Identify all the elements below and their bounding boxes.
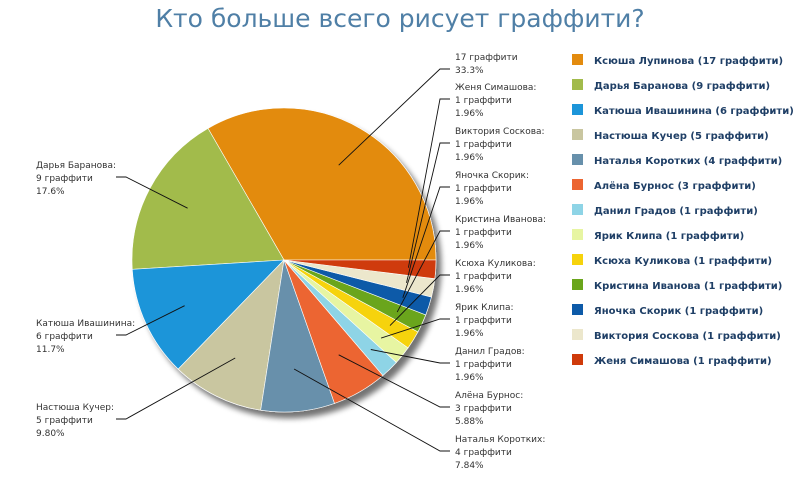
leader-line xyxy=(406,142,450,284)
data-label: Ярик Клипа: xyxy=(455,303,514,313)
leader-line xyxy=(338,68,450,166)
legend-entry: Настюша Кучер (5 граффити) xyxy=(594,130,769,142)
data-label: 4 граффити xyxy=(455,448,512,458)
data-label: Женя Симашова: xyxy=(455,83,536,93)
legend-swatch xyxy=(572,279,583,290)
leader-line xyxy=(116,357,236,420)
legend-entry: Данил Градов (1 граффити) xyxy=(594,205,758,217)
data-label: Данил Градов: xyxy=(455,347,525,357)
data-label: Яночка Скорик: xyxy=(455,171,529,181)
pie-slice xyxy=(177,259,285,411)
leader-line xyxy=(116,305,185,336)
legend-entry: Дарья Баранова (9 граффити) xyxy=(594,80,770,92)
legend-entry: Ксюха Куликова (1 граффити) xyxy=(594,255,772,267)
data-label: 5.88% xyxy=(455,417,484,427)
legend-swatch xyxy=(572,129,583,140)
leader-lines xyxy=(116,68,450,452)
legend-entry: Алёна Бурнос (3 граффити) xyxy=(594,180,756,192)
legend-entry: Наталья Коротких (4 граффити) xyxy=(594,155,782,167)
pie-slices xyxy=(131,107,437,413)
leader-line xyxy=(116,176,188,209)
data-label: 5 граффити xyxy=(36,416,93,426)
pie-slice xyxy=(131,259,285,370)
legend-entry: Катюша Ивашинина (6 граффити) xyxy=(594,105,794,117)
leader-line xyxy=(380,318,450,339)
data-label: 9 граффити xyxy=(36,174,93,184)
data-label: 11.7% xyxy=(36,345,65,355)
data-label: Настюша Кучер: xyxy=(36,403,114,413)
data-label: Ксюха Куликова: xyxy=(455,259,536,269)
data-label: Катюша Ивашинина: xyxy=(36,319,135,329)
chart-title: Кто больше всего рисует граффити? xyxy=(155,4,645,33)
data-label: 1.96% xyxy=(455,153,484,163)
data-label: 1 граффити xyxy=(455,272,512,282)
legend-swatch xyxy=(572,79,583,90)
data-label: 6 граффити xyxy=(36,332,93,342)
data-label: Дарья Баранова: xyxy=(36,161,116,171)
legend-swatch xyxy=(572,329,583,340)
data-label: 1 граффити xyxy=(455,184,512,194)
data-label: 1.96% xyxy=(455,197,484,207)
legend-entry: Ярик Клипа (1 граффити) xyxy=(594,230,744,242)
data-label: 7.84% xyxy=(455,461,484,471)
data-label: Виктория Соскова: xyxy=(455,127,545,137)
legend-entry: Ксюша Лупинова (17 граффити) xyxy=(594,55,783,67)
leader-line xyxy=(407,98,450,268)
data-label: 1.96% xyxy=(455,285,484,295)
legend-swatch xyxy=(572,304,583,315)
data-label: 33.3% xyxy=(455,66,484,76)
leader-line xyxy=(338,354,450,408)
legend-swatch xyxy=(572,179,583,190)
legend-entry: Женя Симашова (1 граффити) xyxy=(594,355,772,367)
data-label: 1.96% xyxy=(455,373,484,383)
data-label: 1 граффити xyxy=(455,360,512,370)
pie-slice xyxy=(131,127,285,270)
leader-line xyxy=(396,230,450,313)
legend: Ксюша Лупинова (17 граффити) Дарья Барано… xyxy=(572,54,794,367)
legend-entry: Кристина Иванова (1 граффити) xyxy=(594,280,782,292)
data-label: Алёна Бурнос: xyxy=(455,391,523,401)
leader-line xyxy=(293,368,450,452)
data-label: 3 граффити xyxy=(455,404,512,414)
data-label: 1.96% xyxy=(455,241,484,251)
data-label: Наталья Коротких: xyxy=(455,435,545,445)
legend-swatch xyxy=(572,254,583,265)
data-label: 1 граффити xyxy=(455,96,512,106)
leader-line xyxy=(402,186,450,298)
leader-line xyxy=(389,274,450,326)
legend-swatch xyxy=(572,154,583,165)
data-label: 1 граффити xyxy=(455,316,512,326)
legend-swatch xyxy=(572,354,583,365)
data-label: 17 граффити xyxy=(455,53,518,63)
data-labels: 17 граффити 33.3% Дарья Баранова: 9 граффит… xyxy=(36,53,546,471)
legend-swatch xyxy=(572,54,583,65)
legend-entry: Виктория Соскова (1 граффити) xyxy=(594,330,781,342)
data-label: 17.6% xyxy=(36,187,65,197)
data-label: Кристина Иванова: xyxy=(455,215,546,225)
data-label: 1 граффити xyxy=(455,228,512,238)
legend-swatch xyxy=(572,104,583,115)
data-label: 1 граффити xyxy=(455,140,512,150)
legend-swatch xyxy=(572,204,583,215)
pie-slice xyxy=(283,259,437,280)
data-label: 9.80% xyxy=(36,429,65,439)
legend-swatch xyxy=(572,229,583,240)
legend-entry: Яночка Скорик (1 граффити) xyxy=(594,305,763,317)
data-label: 1.96% xyxy=(455,109,484,119)
leader-line xyxy=(370,349,450,364)
data-label: 1.96% xyxy=(455,329,484,339)
pie-slice xyxy=(207,107,437,261)
